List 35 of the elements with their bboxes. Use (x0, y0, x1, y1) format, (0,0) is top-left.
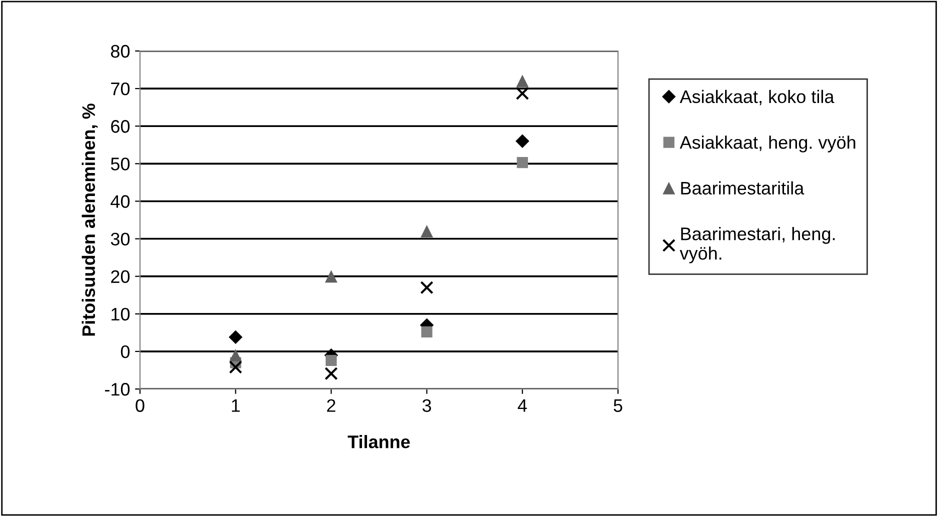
y-tick-label: -10 (104, 382, 130, 396)
y-tick-label: 60 (111, 120, 130, 133)
x-axis-title: Tilanne (348, 435, 410, 448)
y-tick-label: 40 (110, 195, 130, 208)
x-tick-label: 2 (327, 399, 336, 412)
point (229, 360, 242, 374)
point (229, 348, 242, 362)
point (324, 367, 338, 380)
y-tick-label: 0 (120, 345, 130, 358)
point (326, 354, 337, 366)
point (324, 270, 338, 283)
x-tick-label: 3 (422, 399, 432, 412)
point (228, 330, 242, 344)
x-tick-label: 0 (136, 399, 144, 412)
y-tick-label: 80 (110, 44, 130, 58)
point (516, 156, 528, 168)
x-tick-label: 4 (518, 399, 527, 412)
legend-label: Asiakkaat, koko tila (680, 90, 834, 106)
point (516, 74, 529, 88)
y-tick-label: 30 (110, 232, 130, 246)
point (516, 134, 530, 148)
legend-label: Baarimestaritila (681, 181, 804, 195)
x-tick-label: 5 (614, 399, 622, 412)
point (420, 281, 434, 294)
point (420, 225, 434, 238)
point (516, 86, 529, 100)
y-tick-label: 20 (111, 270, 130, 284)
legend-label: Baarimestari, heng. vyöh. (680, 227, 835, 264)
y-axis-title: Pitoisuuden aleneminen, % (82, 104, 98, 336)
y-tick-label: 50 (110, 158, 130, 170)
y-tick-label: 10 (112, 308, 130, 321)
point (421, 326, 432, 338)
legend-label: Asiakkaat, heng. vyöh (680, 136, 856, 152)
x-tick-label: 1 (232, 399, 240, 412)
y-tick-label: 70 (111, 82, 130, 96)
